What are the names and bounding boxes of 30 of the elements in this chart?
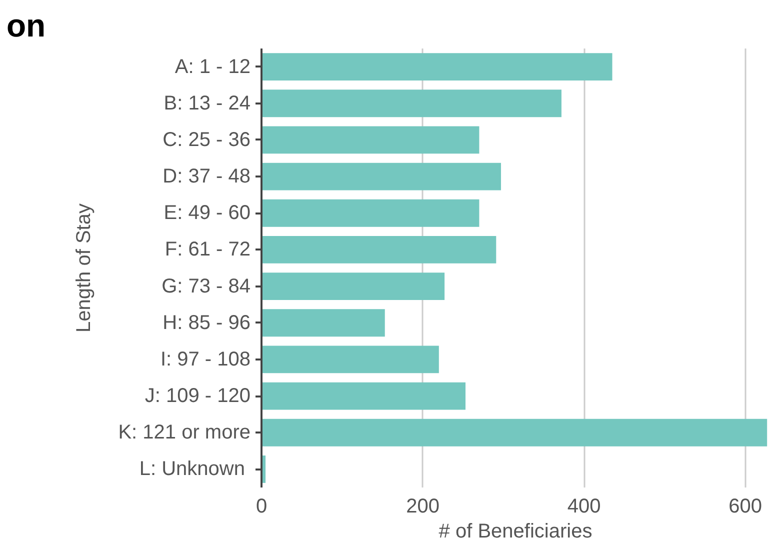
x-axis-title: # of Beneficiaries xyxy=(438,520,592,542)
y-tick-label: E: 49 - 60 xyxy=(164,202,250,224)
y-tick-label: K: 121 or more xyxy=(118,422,251,444)
x-tick-label: 600 xyxy=(728,496,762,518)
y-tick-label: G: 73 - 84 xyxy=(162,275,250,298)
chart-title: on xyxy=(6,8,46,44)
y-tick-label: C: 25 - 36 xyxy=(162,128,251,151)
x-tick-label: 0 xyxy=(256,496,268,518)
bar xyxy=(262,53,612,81)
y-tick-label: B: 13 - 24 xyxy=(164,92,250,114)
y-tick-label: D: 37 - 48 xyxy=(162,166,251,188)
bar xyxy=(262,199,480,227)
x-tick-label: 400 xyxy=(567,496,601,518)
bar xyxy=(262,382,466,410)
bar xyxy=(262,90,562,118)
bar xyxy=(262,418,768,446)
y-tick-label: L: Unknown xyxy=(139,458,245,480)
y-tick-label: A: 1 - 12 xyxy=(174,56,251,78)
y-tick-label: H: 85 - 96 xyxy=(162,312,251,334)
x-tick-label: 200 xyxy=(406,496,440,518)
y-axis-title: Length of Stay xyxy=(73,204,96,332)
y-tick-label: I: 97 - 108 xyxy=(160,348,251,370)
bar xyxy=(262,272,445,300)
y-tick-label: J: 109 - 120 xyxy=(144,385,250,408)
bar xyxy=(262,162,501,190)
y-tick-label: F: 61 - 72 xyxy=(164,238,251,261)
bar xyxy=(262,346,439,374)
bar xyxy=(262,126,480,154)
bar xyxy=(262,236,496,264)
bar xyxy=(262,309,385,337)
